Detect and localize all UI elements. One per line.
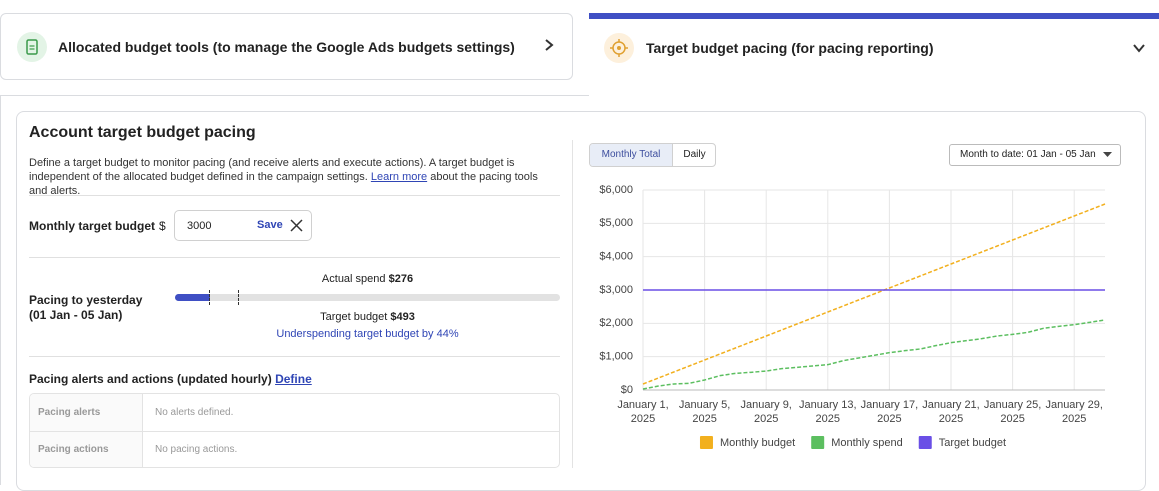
y-tick-label: $1,000 xyxy=(599,351,633,363)
label-column xyxy=(30,394,143,467)
tab-title: Target budget pacing (for pacing reporti… xyxy=(646,40,934,56)
y-tick-label: $5,000 xyxy=(599,217,633,229)
range-dropdown[interactable]: Month to date: 01 Jan - 05 Jan xyxy=(949,144,1121,166)
tab-icon xyxy=(604,33,634,63)
tab-join xyxy=(589,95,1159,97)
divider xyxy=(29,356,560,357)
row-label: Pacing actions xyxy=(38,444,109,455)
x-tick-label: January 1, 2025 xyxy=(617,399,668,425)
description-text: about the pacing tools and alerts. xyxy=(29,171,538,197)
y-tick-label: $6,000 xyxy=(599,184,633,196)
row-value: No pacing actions. xyxy=(155,444,238,455)
alerts-heading: Pacing alerts and actions (updated hourl… xyxy=(29,372,272,386)
learn-more-link[interactable]: Learn more xyxy=(370,171,428,183)
panel xyxy=(16,111,1146,491)
legend-swatch xyxy=(699,436,713,449)
input-value: 3000 xyxy=(187,220,212,232)
y-tick-label: $0 xyxy=(621,384,633,396)
x-tick-label: January 5, 2025 xyxy=(679,399,730,425)
row-label: Pacing alerts xyxy=(38,407,101,418)
x-tick-label: January 9, 2025 xyxy=(741,399,792,425)
progress-track xyxy=(175,290,560,305)
legend-label: Monthly budget xyxy=(720,437,795,449)
alerts-table: Pacing alerts No alerts defined. Pacing … xyxy=(29,393,560,468)
legend-label: Target budget xyxy=(939,437,1006,449)
toggle-daily[interactable]: Daily xyxy=(683,149,706,160)
x-tick-label: January 21, 2025 xyxy=(922,399,979,425)
pacing-status: Underspending target budget by 44% xyxy=(276,328,459,340)
save-button[interactable]: Save xyxy=(257,219,283,231)
pacing-label: Pacing to yesterday (01 Jan - 05 Jan) xyxy=(29,293,142,323)
page: Allocated budget tools (to manage the Go… xyxy=(0,13,1159,491)
clear-button[interactable] xyxy=(290,219,303,232)
pacing-title: Pacing to yesterday xyxy=(29,293,143,307)
legend-label: Monthly spend xyxy=(831,437,903,449)
toggle-monthly[interactable]: Monthly Total xyxy=(590,144,673,166)
target-budget-title: Target budget xyxy=(320,311,388,323)
x-tick-label: January 17, 2025 xyxy=(861,399,918,425)
pacing-period: (01 Jan - 05 Jan) xyxy=(29,308,123,322)
alerts-title: Pacing alerts and actions (updated hourl… xyxy=(29,372,312,386)
toggle-group: Monthly Total Daily xyxy=(589,143,716,167)
progress-fill xyxy=(175,294,211,301)
chevron-down xyxy=(1133,44,1145,53)
tab-card[interactable]: Allocated budget tools (to manage the Go… xyxy=(0,13,573,80)
tab-title: Allocated budget tools (to manage the Go… xyxy=(58,39,515,55)
target-input[interactable] xyxy=(174,210,312,241)
series-line xyxy=(642,203,1106,385)
description-text: Define a target budget to monitor pacing… xyxy=(29,157,515,183)
actual-marker xyxy=(209,290,211,305)
x-tick-label: January 25, 2025 xyxy=(984,399,1041,425)
actual-spend-title: Actual spend xyxy=(321,273,386,285)
tab-active[interactable]: Target budget pacing (for pacing reporti… xyxy=(589,13,1159,97)
y-tick-label: $4,000 xyxy=(599,251,633,263)
x-tick-label: January 13, 2025 xyxy=(799,399,856,425)
description: Define a target budget to monitor pacing… xyxy=(29,156,549,198)
tab-icon xyxy=(17,32,47,62)
dropdown-arrow xyxy=(1103,152,1112,157)
row-value: No alerts defined. xyxy=(155,407,234,418)
series-line xyxy=(642,319,1106,390)
divider xyxy=(29,195,560,196)
y-tick-label: $3,000 xyxy=(599,284,633,296)
actual-spend: Actual spend $276 xyxy=(175,273,560,285)
target-budget-value: $493 xyxy=(390,311,415,323)
chevron-right xyxy=(545,39,554,51)
section-divider xyxy=(572,140,573,468)
container xyxy=(0,95,1159,485)
actual-spend-value: $276 xyxy=(388,273,414,285)
target-label: Monthly target budget xyxy=(29,219,155,233)
chart: $0 $1,000 $2,000 $3,000 $4,000 $5,000 $6,000 Ja… xyxy=(599,184,1106,449)
legend-swatch xyxy=(811,436,825,449)
y-tick-label: $2,000 xyxy=(599,317,633,329)
row-divider xyxy=(30,431,559,432)
x-tick-label: January 29, 2025 xyxy=(1045,399,1102,425)
target-marker xyxy=(238,290,240,305)
range-text: Month to date: 01 Jan - 05 Jan xyxy=(960,149,1096,160)
target-budget: Target budget $493 xyxy=(175,311,560,323)
currency: $ xyxy=(159,219,166,233)
legend-swatch xyxy=(918,436,932,449)
divider xyxy=(29,257,560,258)
define-link[interactable]: Define xyxy=(275,372,312,386)
panel-title: Account target budget pacing xyxy=(29,124,256,141)
